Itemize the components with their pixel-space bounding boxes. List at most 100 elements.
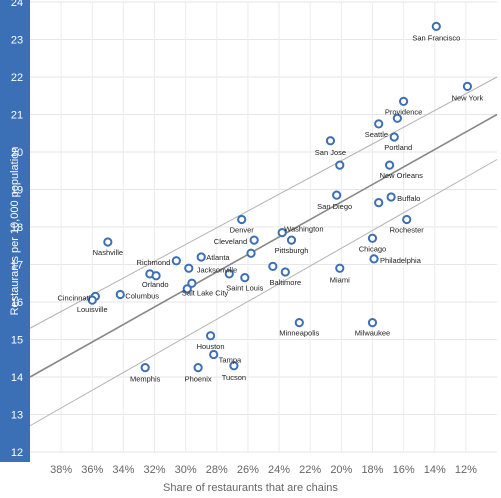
point-label: Nashville bbox=[93, 248, 123, 257]
point-label: Providence bbox=[385, 107, 423, 116]
y-tick-label: 24 bbox=[11, 0, 23, 9]
data-point bbox=[249, 235, 259, 245]
x-tick-label: 30% bbox=[175, 464, 197, 476]
point-label: Chicago bbox=[359, 244, 387, 253]
data-point bbox=[229, 361, 239, 371]
data-point bbox=[389, 132, 399, 142]
point-label: San Diego bbox=[317, 202, 352, 211]
data-point bbox=[325, 136, 336, 146]
x-tick-label: 14% bbox=[424, 464, 446, 476]
data-point bbox=[286, 235, 297, 245]
x-tick-label: 20% bbox=[330, 464, 352, 476]
data-point bbox=[205, 331, 216, 341]
y-tick-label: 20 bbox=[11, 147, 23, 159]
y-tick-label: 19 bbox=[11, 185, 23, 197]
point-label: Cleveland bbox=[214, 237, 247, 246]
x-tick-label: 36% bbox=[81, 464, 103, 476]
data-point bbox=[103, 237, 113, 247]
y-tick-label: 17 bbox=[11, 260, 23, 272]
x-tick-label: 16% bbox=[393, 464, 415, 476]
point-label: Milwaukee bbox=[355, 329, 390, 338]
y-tick-label: 14 bbox=[11, 372, 23, 384]
data-point bbox=[209, 349, 219, 360]
data-point bbox=[332, 190, 342, 200]
x-tick-label: 26% bbox=[237, 464, 259, 476]
point-label: Orlando bbox=[142, 280, 169, 289]
data-point bbox=[151, 271, 161, 281]
point-label: Louisville bbox=[77, 305, 108, 314]
point-label: Philadelphia bbox=[380, 256, 422, 265]
data-point bbox=[335, 160, 345, 170]
point-label: Pittsburgh bbox=[275, 246, 309, 255]
y-tick-label: 18 bbox=[11, 222, 23, 234]
x-tick-label: 12% bbox=[455, 464, 477, 476]
data-point bbox=[399, 96, 409, 106]
x-tick-label: 18% bbox=[361, 464, 383, 476]
confidence-lower-line bbox=[29, 159, 498, 427]
point-label: New Orleans bbox=[380, 171, 424, 180]
point-label: Portland bbox=[384, 143, 412, 152]
point-label: Atlanta bbox=[206, 253, 230, 262]
point-label: Tucson bbox=[222, 373, 246, 382]
data-point bbox=[171, 256, 181, 266]
data-point bbox=[369, 254, 379, 264]
data-point bbox=[462, 81, 473, 91]
data-point bbox=[193, 363, 203, 373]
data-point bbox=[187, 278, 197, 288]
data-point bbox=[384, 160, 395, 170]
y-tick-label: 13 bbox=[11, 410, 23, 422]
point-label: Houston bbox=[197, 342, 225, 351]
y-tick-label: 12 bbox=[11, 447, 23, 459]
data-point bbox=[277, 228, 287, 238]
x-axis-title: Share of restaurants that are chains bbox=[163, 482, 338, 494]
point-label: Cincinnati bbox=[57, 293, 90, 302]
point-label: Saint Louis bbox=[226, 284, 263, 293]
point-label: Richmond bbox=[137, 258, 171, 267]
y-axis-band: Restaurants per 10,000 population bbox=[0, 0, 30, 462]
x-tick-label: 24% bbox=[268, 464, 290, 476]
point-label: Denver bbox=[230, 226, 255, 235]
x-tick-label: 32% bbox=[144, 464, 166, 476]
confidence-upper-line bbox=[29, 76, 498, 329]
data-point bbox=[392, 113, 402, 123]
point-label: Minneapolis bbox=[279, 329, 319, 338]
point-label: Phoenix bbox=[185, 375, 212, 384]
data-point bbox=[237, 214, 247, 225]
data-point bbox=[184, 263, 194, 273]
point-label: Buffalo bbox=[397, 194, 420, 203]
data-point bbox=[280, 267, 290, 277]
point-label: San Francisco bbox=[412, 33, 460, 42]
point-label: Salt Lake City bbox=[182, 288, 229, 297]
data-point bbox=[140, 363, 150, 373]
data-point bbox=[367, 233, 378, 243]
data-point bbox=[431, 21, 441, 31]
data-point bbox=[196, 252, 206, 262]
trend-line bbox=[29, 113, 498, 378]
data-point bbox=[335, 263, 345, 273]
y-tick-label: 16 bbox=[11, 297, 23, 309]
x-tick-label: 34% bbox=[112, 464, 134, 476]
point-label: Washington bbox=[284, 225, 323, 234]
data-point bbox=[402, 214, 412, 225]
x-tick-label: 22% bbox=[299, 464, 321, 476]
data-point bbox=[374, 198, 384, 208]
data-point bbox=[386, 192, 396, 202]
point-label: Jacksonville bbox=[197, 265, 237, 274]
data-point bbox=[374, 119, 384, 129]
point-label: Miami bbox=[330, 275, 350, 284]
y-tick-label: 15 bbox=[11, 335, 23, 347]
y-tick-label: 21 bbox=[11, 110, 23, 122]
data-point bbox=[246, 248, 256, 258]
point-label: New York bbox=[452, 93, 484, 102]
data-point bbox=[240, 273, 250, 283]
data-point bbox=[115, 289, 125, 300]
data-point bbox=[367, 318, 378, 328]
y-tick-label: 22 bbox=[11, 72, 23, 84]
x-tick-label: 28% bbox=[206, 464, 228, 476]
y-tick-label: 23 bbox=[11, 35, 23, 47]
point-label: Columbus bbox=[125, 292, 159, 301]
data-point bbox=[294, 318, 304, 328]
data-point bbox=[224, 269, 234, 279]
